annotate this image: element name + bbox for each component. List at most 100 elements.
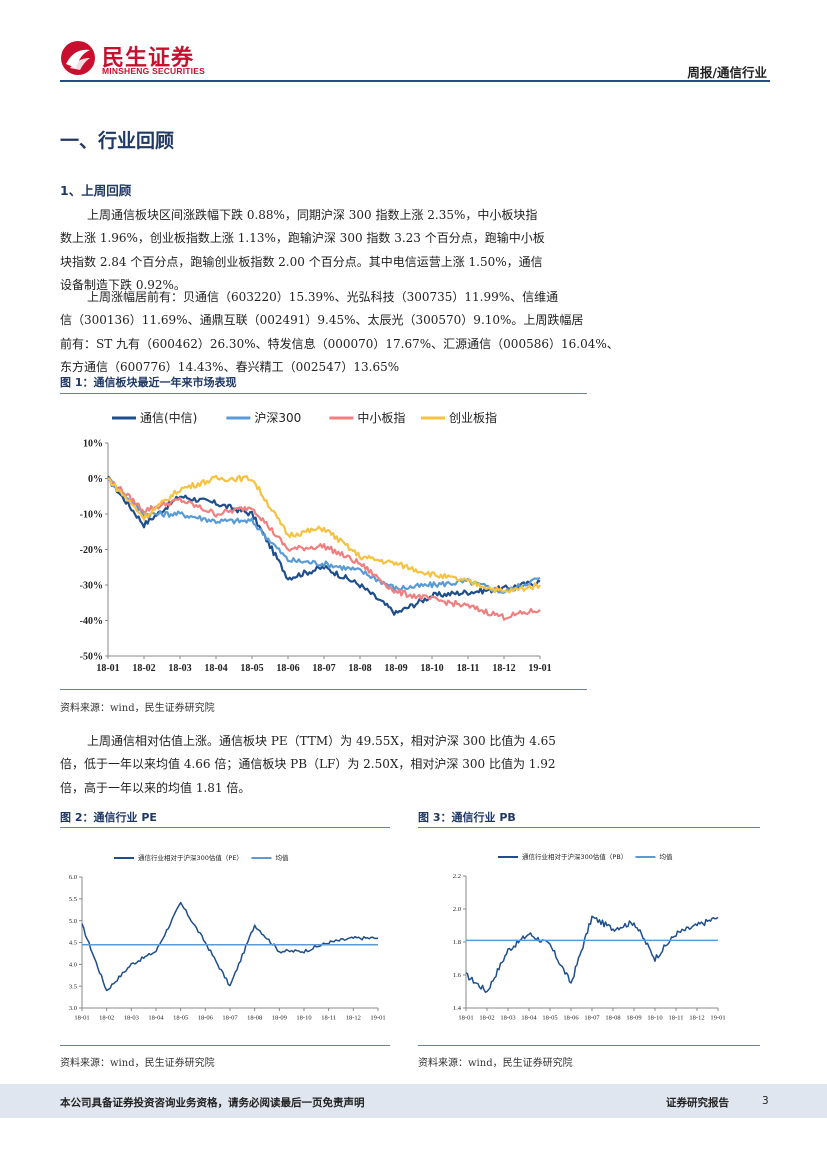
x-tick-label: 18-10 [420, 663, 443, 674]
legend-label: 均值 [275, 853, 289, 862]
legend-label: 沪深300 [254, 411, 301, 425]
report-type-label: 周报/通信行业 [687, 65, 767, 80]
x-tick-label: 18-04 [521, 1015, 537, 1022]
y-tick-label: 2.0 [453, 906, 461, 913]
x-tick-label: 18-11 [669, 1015, 684, 1022]
y-tick-label: -50% [80, 651, 103, 662]
x-tick-label: 18-11 [457, 663, 480, 674]
y-tick-label: 3.5 [69, 983, 77, 990]
legend-label: 创业板指 [449, 410, 497, 425]
series-line-1 [107, 477, 541, 594]
figure3-source: 资料来源：wind，民生证券研究院 [418, 1058, 573, 1069]
x-tick-label: 18-09 [272, 1015, 287, 1022]
y-tick-label: 10% [83, 438, 103, 449]
legend-label: 通信行业相对于沪深300估值（PE） [138, 853, 243, 862]
x-tick-label: 18-05 [240, 663, 263, 674]
header-rule [60, 80, 770, 82]
text-line: 设备制造下跌 0.92%。 [60, 278, 186, 293]
legend-label: 通信行业相对于沪深300估值（PB） [522, 852, 627, 861]
x-tick-label: 18-01 [96, 663, 119, 674]
x-tick-label: 18-06 [198, 1015, 214, 1022]
figure2-source: 资料来源：wind，民生证券研究院 [60, 1058, 215, 1069]
figure1-caption: 图 1：通信板块最近一年来市场表现 [60, 376, 237, 389]
series-line-2 [107, 477, 541, 621]
legend-label: 均值 [659, 852, 673, 861]
footer-report-label: 证券研究报告 [666, 1097, 729, 1109]
subsection-title: 1、上周回顾 [60, 183, 132, 198]
y-tick-label: -30% [80, 580, 103, 591]
y-tick-label: 1.8 [453, 939, 461, 946]
figure3-caption: 图 3：通信行业 PB [418, 811, 516, 824]
text-line: 倍，低于一年以来均值 4.66 倍；通信板块 PB（LF）为 2.50X，相对沪… [60, 757, 556, 772]
y-tick-label: 4.0 [69, 962, 77, 969]
text-line: 信（300136）11.69%、通鼎互联（002491）9.45%、太辰光（30… [60, 313, 584, 328]
page-number: 3 [762, 1095, 769, 1107]
text-line: 上周通信相对估值上涨。通信板块 PE（TTM）为 49.55X，相对沪深 300… [87, 734, 556, 748]
x-tick-label: 18-12 [689, 1015, 704, 1022]
x-tick-label: 18-02 [479, 1015, 494, 1022]
x-tick-label: 18-02 [132, 663, 155, 674]
legend-label: 中小板指 [357, 410, 405, 425]
logo-text-cn: 民生证券 [102, 46, 195, 71]
minsheng-logo-icon [61, 41, 95, 75]
y-tick-label: 2.2 [453, 873, 461, 880]
y-tick-label: 4.5 [69, 940, 77, 947]
x-tick-label: 18-01 [458, 1015, 473, 1022]
y-tick-label: 3.0 [69, 1005, 77, 1012]
series-line-0 [465, 915, 719, 993]
x-tick-label: 18-10 [296, 1015, 311, 1022]
y-tick-label: 6.0 [69, 874, 77, 881]
figure2-pe-chart: 6.0 5.5 5.0 4.5 4.0 3.5 3.0 18-01 18-02 18-03 18-0… [69, 853, 386, 1022]
paragraph-valuation: 上周通信相对估值上涨。通信板块 PE（TTM）为 49.55X，相对沪深 300… [60, 730, 556, 800]
x-tick-label: 18-02 [99, 1015, 114, 1022]
x-tick-label: 18-09 [626, 1015, 641, 1022]
y-tick-label: 1.6 [453, 972, 462, 979]
x-tick-label: 19-01 [370, 1015, 385, 1022]
y-tick-label: 0% [88, 474, 103, 485]
x-tick-label: 18-05 [173, 1015, 188, 1022]
figure3-pb-chart: 2.2 2.0 1.8 1.6 1.4 18-01 18-02 18-03 18-04 18-05… [453, 852, 726, 1022]
x-tick-label: 18-08 [247, 1015, 262, 1022]
x-tick-label: 18-09 [384, 663, 407, 674]
x-tick-label: 18-07 [584, 1015, 600, 1022]
y-tick-label: -20% [80, 545, 103, 556]
text-line: 倍，高于一年以来的均值 1.81 倍。 [60, 780, 251, 795]
x-tick-label: 18-03 [168, 663, 191, 674]
x-tick-label: 18-06 [276, 663, 299, 674]
figure2-bottom-rule [60, 1045, 390, 1046]
paragraph-top-movers: 上周涨幅居前有：贝通信（603220）15.39%、光弘科技（300735）11… [60, 286, 619, 380]
x-tick-label: 18-08 [348, 663, 371, 674]
y-tick-label: 5.5 [69, 896, 77, 903]
text-line: 块指数 2.84 个百分点，跑输创业板指数 2.00 个百分点。其中电信运营上涨… [60, 254, 543, 269]
y-tick-label: 5.0 [69, 918, 77, 925]
x-tick-label: 19-01 [528, 663, 551, 674]
figure1-market-performance-chart: 10% 0% -10% -20% -30% -40% -50%18-01 18-02 18-03… [80, 410, 552, 674]
footer-bar [0, 1084, 827, 1118]
y-tick-label: 1.4 [453, 1005, 462, 1012]
x-tick-label: 19-01 [710, 1015, 725, 1022]
text-line: 上周通信板块区间涨跌幅下跌 0.88%，同期沪深 300 指数上涨 2.35%，… [87, 208, 538, 222]
figure3-top-rule [418, 827, 760, 828]
logo-text-en: MINSHENG SECURITIES [102, 66, 205, 76]
x-tick-label: 18-05 [542, 1015, 557, 1022]
x-tick-label: 18-04 [148, 1015, 164, 1022]
text-line: 前有：ST 九有（600462）26.30%、特发信息（000070）17.67… [60, 336, 619, 351]
figure1-bottom-rule [60, 689, 587, 690]
text-line: 上周涨幅居前有：贝通信（603220）15.39%、光弘科技（300735）11… [87, 290, 559, 304]
x-tick-label: 18-12 [492, 663, 515, 674]
text-line: 东方通信（600776）14.43%、春兴精工（002547）13.65% [60, 360, 400, 375]
x-tick-label: 18-11 [321, 1015, 336, 1022]
series-line-3 [107, 474, 541, 594]
footer-disclaimer: 本公司具备证券投资咨询业务资格，请务必阅读最后一页免责声明 [60, 1097, 365, 1109]
series-line-0 [81, 901, 379, 992]
x-tick-label: 18-07 [312, 663, 335, 674]
legend-label: 通信(中信) [140, 410, 197, 425]
figure1-top-rule [60, 393, 587, 394]
paragraph-weekly-review: 上周通信板块区间涨跌幅下跌 0.88%，同期沪深 300 指数上涨 2.35%，… [60, 204, 545, 298]
figure1-source: 资料来源：wind，民生证券研究院 [60, 703, 215, 714]
figure3-bottom-rule [418, 1045, 760, 1046]
y-tick-label: -10% [80, 509, 103, 520]
figure2-top-rule [60, 827, 390, 828]
y-tick-label: -40% [80, 616, 103, 627]
text-line: 数上涨 1.96%，创业板指数上涨 1.13%，跑输沪深 300 指数 3.23… [60, 231, 545, 246]
